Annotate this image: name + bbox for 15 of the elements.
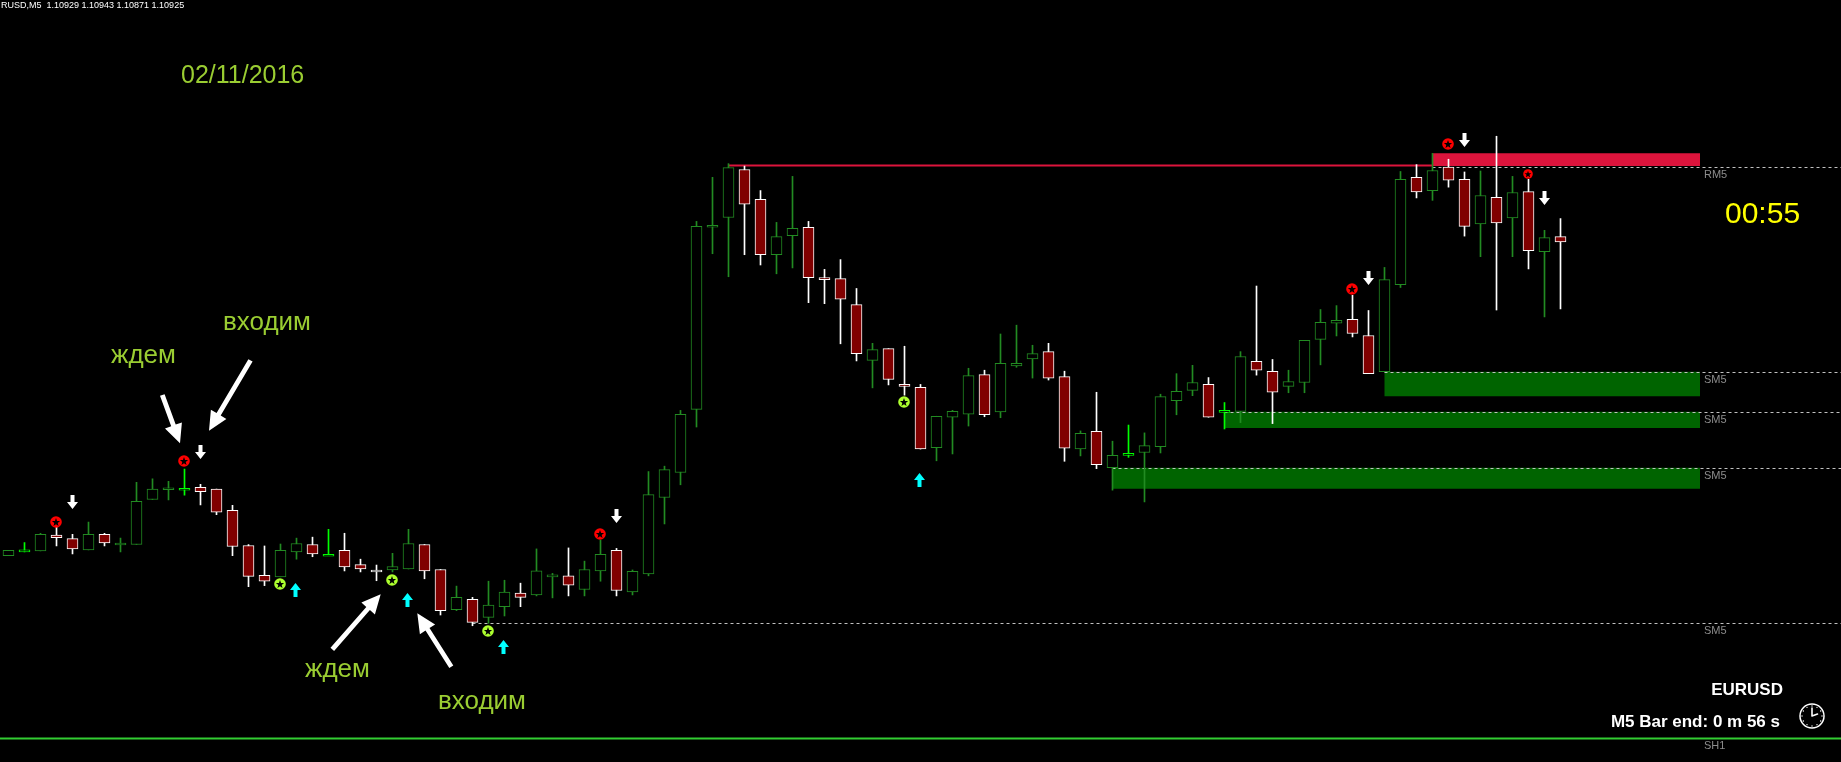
ref-line-label: SM5 (1704, 469, 1727, 482)
annotation: входим (223, 306, 311, 336)
annotation: ждем (111, 339, 176, 369)
text: 02/11/2016 (181, 60, 305, 88)
ref-line-label: SM5 (1704, 373, 1727, 386)
text: ждем (305, 653, 370, 683)
text: входим (438, 685, 526, 715)
text: EURUSD (1711, 680, 1783, 699)
ref-line-label: SH1 (1704, 739, 1726, 752)
ref-line-label: RM5 (1704, 168, 1728, 181)
text: 00:55 (1725, 196, 1801, 229)
ref-line-label: SM5 (1704, 624, 1727, 637)
ref-line-label: SM5 (1704, 413, 1727, 426)
chart-title: RUSD,M5 1.10929 1.10943 1.10871 1.10925 (1, 0, 185, 10)
text: M5 Bar end: 0 m 56 s (1610, 712, 1780, 731)
